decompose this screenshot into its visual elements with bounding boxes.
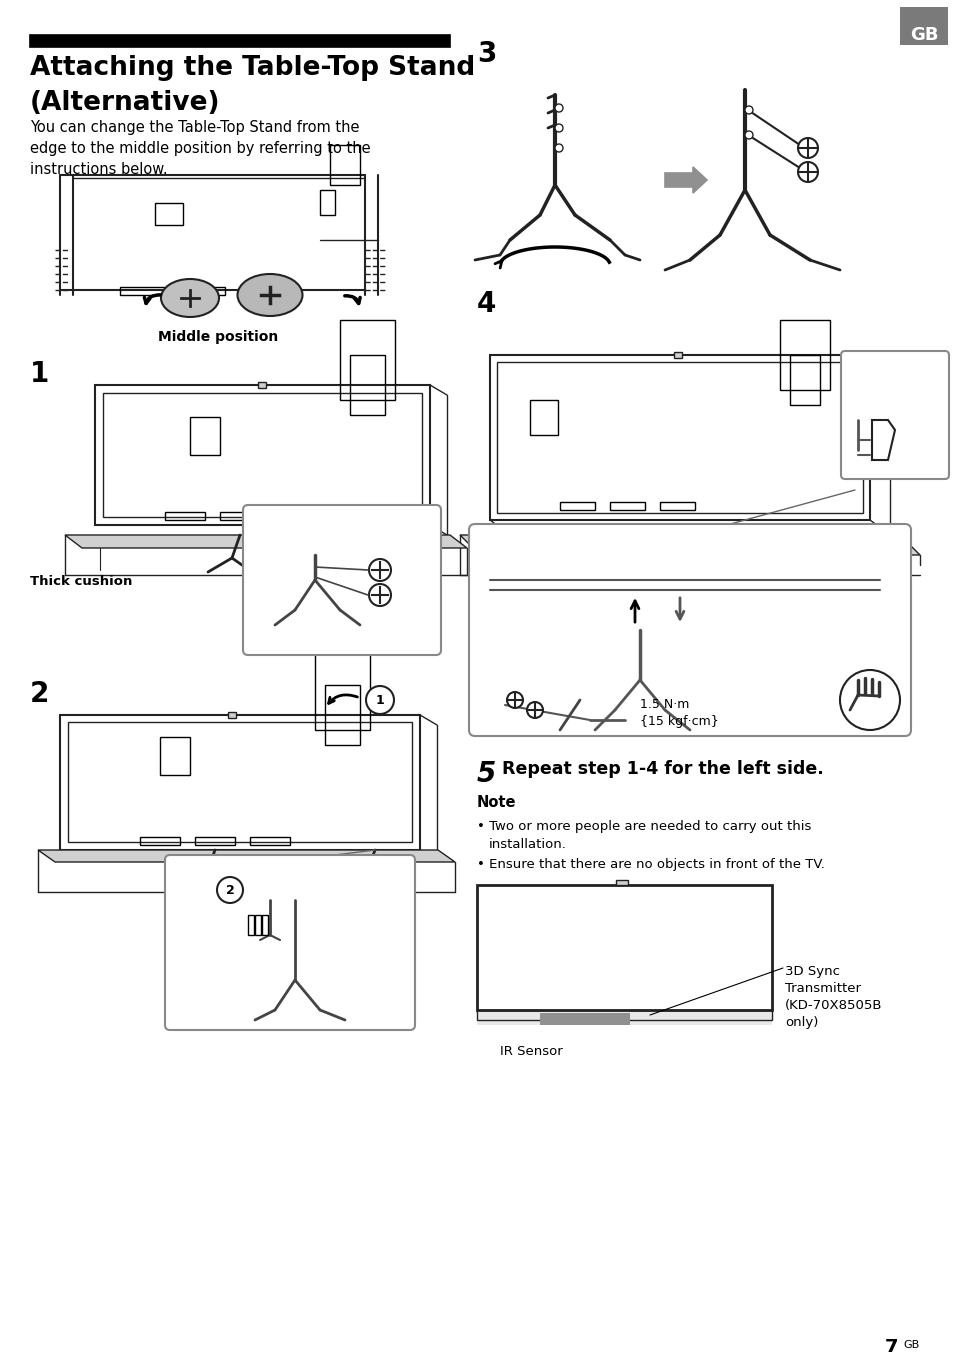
Bar: [160, 737, 190, 775]
Circle shape: [369, 558, 391, 581]
Text: You can change the Table-Top Stand from the
edge to the middle position by refer: You can change the Table-Top Stand from …: [30, 120, 370, 177]
Polygon shape: [38, 850, 455, 863]
Ellipse shape: [161, 279, 219, 316]
Text: 5: 5: [476, 760, 496, 788]
Text: 3D Sync
Transmitter
(KD-70X8505B
only): 3D Sync Transmitter (KD-70X8505B only): [784, 965, 882, 1029]
Bar: [476, 886, 771, 1010]
FancyBboxPatch shape: [469, 525, 910, 735]
Ellipse shape: [237, 274, 302, 316]
Bar: [325, 685, 359, 745]
Bar: [673, 352, 681, 358]
Circle shape: [526, 702, 542, 718]
Bar: [559, 502, 595, 510]
Text: • Two or more people are needed to carry out this: • Two or more people are needed to carry…: [476, 821, 810, 833]
Circle shape: [797, 162, 817, 183]
Text: GB: GB: [902, 1340, 919, 1351]
Bar: [254, 915, 261, 936]
Bar: [140, 837, 180, 845]
Bar: [319, 191, 335, 215]
Bar: [330, 145, 359, 185]
Bar: [609, 502, 644, 510]
Bar: [262, 915, 268, 936]
Bar: [476, 1010, 771, 1019]
Bar: [899, 7, 947, 45]
Bar: [180, 287, 225, 295]
Circle shape: [744, 131, 752, 139]
Text: Middle position: Middle position: [157, 330, 278, 343]
Bar: [190, 416, 220, 456]
Text: Note: Note: [476, 795, 516, 810]
Text: Thick cushion: Thick cushion: [30, 575, 132, 588]
Circle shape: [555, 145, 562, 151]
FancyBboxPatch shape: [165, 854, 415, 1030]
Bar: [339, 320, 395, 400]
Text: 3: 3: [476, 41, 496, 68]
Bar: [120, 287, 165, 295]
Text: 4: 4: [476, 289, 496, 318]
Circle shape: [506, 692, 522, 708]
Bar: [780, 320, 829, 389]
Bar: [30, 35, 450, 47]
FancyBboxPatch shape: [243, 506, 440, 654]
Circle shape: [216, 877, 243, 903]
Bar: [250, 837, 290, 845]
Text: 1: 1: [30, 360, 50, 388]
Circle shape: [555, 104, 562, 112]
Text: 7: 7: [883, 1338, 897, 1352]
Polygon shape: [664, 168, 706, 193]
Bar: [248, 915, 253, 936]
Bar: [228, 713, 235, 718]
Polygon shape: [65, 535, 467, 548]
Text: 1: 1: [375, 694, 384, 707]
Text: installation.: installation.: [489, 838, 566, 850]
Text: Attaching the Table-Top Stand: Attaching the Table-Top Stand: [30, 55, 475, 81]
Bar: [350, 356, 385, 415]
Text: (Alternative): (Alternative): [30, 91, 220, 116]
Bar: [240, 287, 285, 295]
Bar: [616, 880, 627, 886]
Bar: [530, 400, 558, 435]
Text: 2: 2: [226, 883, 234, 896]
Bar: [220, 512, 260, 521]
Text: 2: 2: [30, 680, 50, 708]
Bar: [789, 356, 820, 406]
Circle shape: [555, 124, 562, 132]
Text: • Ensure that there are no objects in front of the TV.: • Ensure that there are no objects in fr…: [476, 859, 824, 871]
Circle shape: [797, 138, 817, 158]
Bar: [476, 1010, 771, 1025]
Text: IR Sensor: IR Sensor: [499, 1045, 562, 1059]
Text: Repeat step 1-4 for the left side.: Repeat step 1-4 for the left side.: [501, 760, 822, 777]
Bar: [274, 512, 314, 521]
Bar: [194, 837, 234, 845]
Bar: [257, 383, 266, 388]
Text: 1.5 N·m
{15 kgf·cm}: 1.5 N·m {15 kgf·cm}: [639, 698, 718, 727]
Circle shape: [366, 685, 394, 714]
FancyBboxPatch shape: [841, 352, 948, 479]
Bar: [659, 502, 695, 510]
Bar: [154, 203, 183, 224]
Bar: [539, 1013, 629, 1025]
Bar: [165, 512, 205, 521]
Circle shape: [840, 671, 899, 730]
Polygon shape: [459, 535, 919, 556]
Bar: [314, 650, 370, 730]
Circle shape: [744, 105, 752, 114]
Circle shape: [369, 584, 391, 606]
Text: GB: GB: [909, 26, 937, 45]
